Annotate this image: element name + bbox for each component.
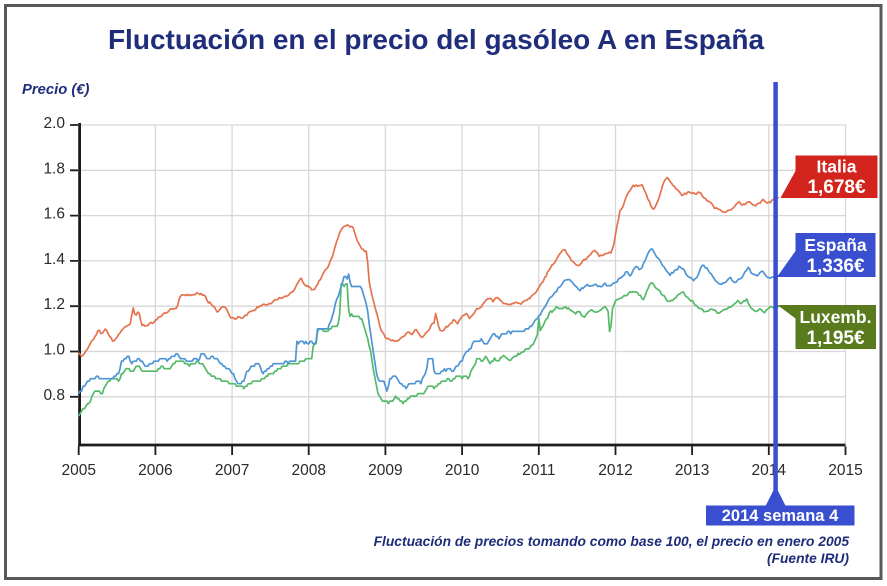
svg-text:2.0: 2.0 (43, 115, 65, 132)
svg-text:2014 semana 4: 2014 semana 4 (722, 507, 839, 525)
svg-text:1,678€: 1,678€ (807, 177, 866, 198)
svg-text:1.6: 1.6 (43, 206, 65, 223)
svg-text:Fluctuación de precios tomando: Fluctuación de precios tomando como base… (374, 534, 850, 549)
svg-text:2014: 2014 (752, 462, 787, 479)
svg-text:2007: 2007 (215, 462, 249, 479)
svg-text:1.4: 1.4 (43, 251, 65, 268)
svg-text:2005: 2005 (61, 462, 95, 479)
svg-text:1.8: 1.8 (43, 160, 65, 177)
svg-text:1,336€: 1,336€ (806, 256, 865, 277)
svg-text:Luxemb.: Luxemb. (800, 307, 872, 327)
svg-text:2010: 2010 (445, 462, 480, 479)
svg-text:(Fuente IRU): (Fuente IRU) (767, 551, 849, 566)
svg-text:1,195€: 1,195€ (806, 328, 865, 349)
svg-text:2009: 2009 (368, 462, 402, 479)
svg-text:1.2: 1.2 (43, 296, 65, 313)
svg-text:2012: 2012 (598, 462, 632, 479)
svg-text:2011: 2011 (522, 462, 555, 479)
svg-text:2015: 2015 (828, 462, 862, 479)
svg-text:2008: 2008 (291, 462, 325, 479)
svg-text:0.8: 0.8 (43, 387, 65, 404)
svg-text:1.0: 1.0 (43, 342, 65, 359)
svg-text:2006: 2006 (138, 462, 172, 479)
svg-text:Italia: Italia (817, 157, 857, 177)
svg-text:2013: 2013 (675, 462, 709, 479)
svg-text:Fluctuación en el precio del g: Fluctuación en el precio del gasóleo A e… (108, 24, 765, 55)
svg-text:España: España (804, 235, 867, 255)
svg-text:Precio (€): Precio (€) (22, 82, 90, 98)
